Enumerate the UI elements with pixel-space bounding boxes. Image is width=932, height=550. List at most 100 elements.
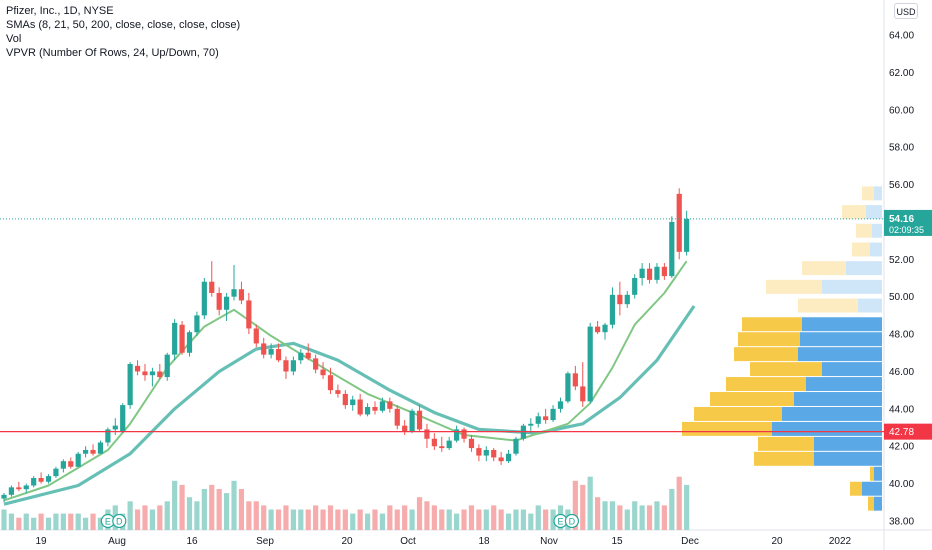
y-tick-label: 38.00 (889, 517, 914, 528)
x-tick-label: Aug (108, 536, 126, 547)
volume-profile-up-bar (782, 406, 882, 421)
volume-profile-up-bar (872, 223, 882, 238)
volume-bar (283, 505, 289, 530)
volume-bar (409, 509, 415, 530)
event-marker[interactable] (564, 513, 580, 529)
candle-body (8, 487, 15, 495)
legend-title[interactable]: Pfizer, Inc., 1D, NYSE (6, 5, 114, 17)
candle-body (90, 449, 96, 454)
sma-fast-line (3, 260, 688, 502)
volume-bar (268, 509, 274, 530)
volume-bar (595, 497, 601, 530)
x-tick-label: 19 (35, 536, 47, 547)
volume-bar (357, 509, 363, 530)
candle-body (609, 294, 616, 325)
volume-bar (350, 513, 356, 530)
volume-bar (379, 513, 386, 530)
volume-profile-up-bar (814, 451, 882, 466)
volume-profile-down-bar (868, 496, 874, 511)
volume-bar (416, 497, 423, 530)
last-price-countdown: 02:09:35 (889, 225, 924, 235)
x-tick-label: Sep (256, 536, 274, 547)
volume-bar (446, 509, 452, 530)
candle-body (16, 487, 22, 490)
volume-bar (424, 501, 430, 530)
y-tick-label: 40.00 (889, 479, 914, 490)
volume-bar (97, 517, 104, 530)
volume-bar (253, 501, 259, 530)
volume-bar (661, 505, 667, 530)
candle-body (528, 423, 534, 426)
volume-bar (23, 513, 29, 530)
legend-vol[interactable]: Vol (6, 33, 22, 45)
candle-body (261, 343, 267, 355)
candle-body (23, 485, 29, 490)
candle-body (134, 365, 141, 372)
volume-bar (617, 505, 623, 530)
volume-profile-up-bar (858, 298, 882, 313)
legend-sma[interactable]: SMAs (8, 21, 50, 200, close, close, clos… (6, 19, 241, 31)
y-tick-label: 44.00 (889, 404, 914, 415)
volume-bar (201, 489, 207, 530)
volume-bar (261, 505, 267, 530)
candle-body (669, 221, 675, 277)
volume-bar (157, 505, 163, 530)
candle-body (53, 468, 59, 477)
candle-body (394, 408, 400, 426)
volume-bar (520, 509, 526, 530)
candle-body (543, 416, 549, 421)
volume-bar (16, 517, 22, 530)
currency-button[interactable]: USD (894, 3, 918, 19)
candle-body (164, 354, 170, 378)
volume-bar (580, 484, 586, 530)
volume-bar (164, 501, 170, 530)
volume-bar (83, 517, 89, 530)
volume-bar (572, 480, 578, 530)
y-tick-label: 50.00 (889, 292, 914, 303)
candle-body (372, 406, 378, 411)
volume-profile-up-bar (866, 205, 882, 220)
event-marker[interactable] (112, 513, 127, 529)
candle-body (505, 453, 512, 462)
volume-profile-down-bar (738, 332, 800, 347)
x-tick-label: 20 (341, 536, 353, 547)
y-tick-label: 46.00 (889, 367, 914, 378)
candle-body (468, 438, 475, 449)
volume-bar (53, 513, 59, 530)
volume-profile-down-bar (798, 298, 858, 313)
candle-body (342, 393, 348, 406)
candle-body (149, 371, 155, 376)
candle-body (313, 358, 319, 370)
volume-profile-down-bar (842, 205, 866, 220)
volume-profile-down-bar (852, 242, 870, 257)
x-tick-label: 16 (186, 536, 198, 547)
candle-body (201, 281, 207, 316)
volume-bar (535, 505, 541, 530)
candle-body (320, 369, 326, 376)
candle-body (179, 324, 185, 353)
volume-profile-down-bar (682, 421, 772, 436)
volume-bar (431, 505, 437, 530)
candle-body (83, 449, 89, 454)
volume-profile-up-bar (874, 466, 882, 481)
y-tick-label: 56.00 (889, 180, 914, 191)
volume-bar (669, 489, 675, 530)
volume-profile-down-bar (726, 377, 806, 392)
candle-body (565, 373, 571, 402)
volume-bar (372, 509, 378, 530)
candle-body (595, 326, 601, 333)
volume-profile-up-bar (800, 332, 882, 347)
volume-bar (127, 501, 133, 530)
volume-bar (528, 513, 534, 530)
volume-bar (313, 505, 319, 530)
candle-body (557, 401, 564, 409)
volume-profile-up-bar (862, 481, 882, 496)
volume-profile-up-bar (822, 279, 882, 294)
candle-body (172, 322, 178, 355)
volume-bar (90, 513, 96, 530)
legend-vpvr[interactable]: VPVR (Number Of Rows, 24, Up/Down, 70) (6, 47, 219, 59)
candle-body (224, 296, 230, 310)
candle-body (416, 410, 423, 430)
